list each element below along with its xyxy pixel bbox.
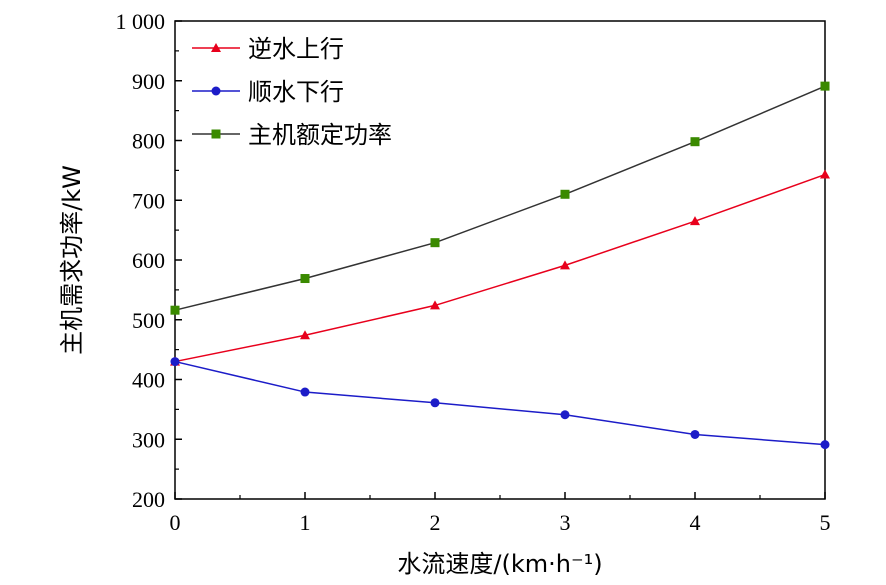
data-point — [820, 81, 830, 91]
data-point — [430, 238, 440, 248]
y-tick-label: 1 000 — [116, 9, 166, 34]
series-line-1 — [174, 173, 826, 363]
data-point — [560, 189, 570, 199]
x-tick-label: 4 — [690, 510, 701, 535]
y-tick-label: 800 — [132, 129, 165, 154]
series-line-2 — [174, 360, 826, 446]
legend-label: 逆水上行 — [248, 35, 344, 63]
y-axis-title: 主机需求功率/kW — [58, 165, 86, 355]
legend-label: 主机额定功率 — [248, 121, 392, 149]
x-tick-label: 3 — [560, 510, 571, 535]
data-point — [690, 137, 700, 147]
series-line-3 — [174, 85, 826, 311]
y-tick-label: 600 — [132, 248, 165, 273]
legend-marker — [211, 43, 221, 52]
x-tick-label: 2 — [430, 510, 441, 535]
legend-marker — [211, 86, 221, 96]
data-point — [820, 169, 830, 179]
axis-ticks: 0 1 2 3 4 5 200 300 400 500 600 700 800 900 1 000 — [116, 9, 831, 535]
y-tick-label: 900 — [132, 69, 165, 94]
data-point — [690, 216, 700, 226]
legend-marker — [211, 129, 221, 139]
data-point — [690, 429, 700, 439]
y-tick-label: 700 — [132, 188, 165, 213]
y-tick-label: 500 — [132, 308, 165, 333]
data-point — [430, 398, 440, 408]
data-point — [560, 260, 570, 270]
data-point — [170, 305, 180, 315]
y-tick-label: 400 — [132, 368, 165, 393]
data-point — [300, 330, 310, 340]
series-layer — [170, 81, 830, 450]
data-point — [430, 300, 440, 310]
data-point — [560, 410, 570, 420]
x-axis-title: 水流速度/(km·h⁻¹) — [397, 550, 602, 578]
data-point — [300, 387, 310, 397]
x-tick-label: 1 — [300, 510, 311, 535]
data-point — [820, 440, 830, 450]
legend-label: 顺水下行 — [248, 78, 344, 106]
data-point — [300, 274, 310, 284]
y-tick-label: 200 — [132, 487, 165, 512]
data-point — [170, 357, 180, 367]
x-tick-label: 5 — [820, 510, 831, 535]
y-tick-label: 300 — [132, 427, 165, 452]
x-tick-label: 0 — [170, 510, 181, 535]
